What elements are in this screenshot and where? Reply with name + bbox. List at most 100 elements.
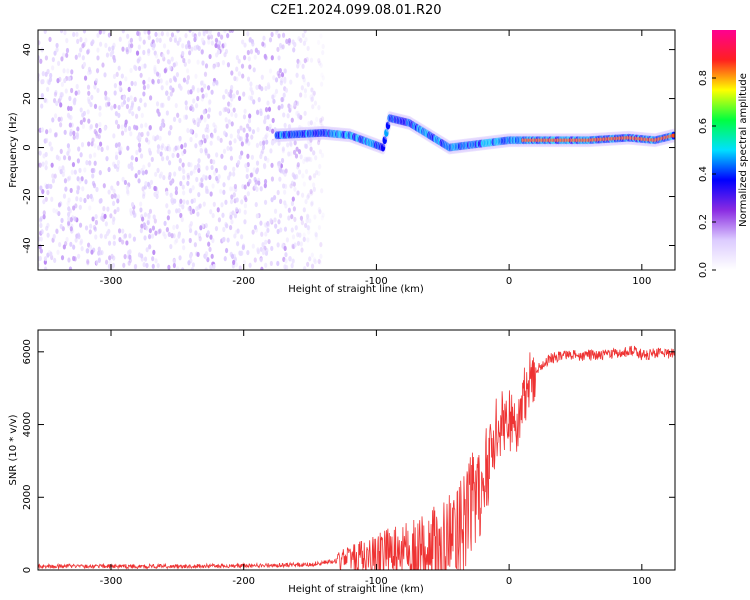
spectrogram-noise-cell — [96, 47, 100, 53]
spectrogram-noise-cell — [241, 73, 245, 79]
spectrogram-noise-cell — [116, 194, 121, 200]
spectrogram-noise-cell — [127, 125, 132, 132]
spectrogram-noise-cell — [311, 92, 315, 98]
spectrogram-noise-cell — [261, 140, 266, 146]
spectrogram-noise-cell — [165, 110, 169, 116]
spectrogram-noise-cell — [129, 37, 134, 43]
spectrogram-noise-cell — [41, 78, 45, 85]
spectrogram-noise-cell — [145, 225, 149, 231]
spectrogram-noise-cell — [97, 134, 101, 140]
spectrogram-noise-cell — [59, 223, 63, 230]
spectrogram-noise-cell — [55, 209, 59, 215]
colorbar-tick-label: 0.6 — [698, 118, 709, 134]
spectrogram-noise-cell — [296, 240, 301, 247]
spectrogram-noise-cell — [276, 189, 280, 196]
x-tick-label: -300 — [100, 276, 123, 287]
spectrogram-noise-cell — [38, 236, 41, 242]
spectrogram-noise-cell — [67, 257, 71, 263]
spectrogram-noise-cell — [142, 79, 146, 85]
spectrogram-noise-cell — [41, 161, 45, 167]
spectrogram-noise-cell — [281, 146, 285, 152]
spectrogram-noise-cell — [277, 140, 281, 146]
spectrogram-noise-cell — [237, 58, 241, 64]
spectrogram-noise-cell — [122, 95, 126, 101]
spectrogram-noise-cell — [303, 88, 308, 94]
spectrogram-noise-cell — [182, 199, 186, 205]
spectrogram-noise-cell — [195, 205, 199, 212]
spectrogram-noise-cell — [167, 160, 172, 166]
spectrogram-noise-cell — [207, 31, 212, 37]
spectrogram-signal-peak — [671, 133, 675, 138]
spectrogram-noise-cell — [160, 85, 164, 91]
spectrogram-noise-cell — [228, 171, 232, 177]
spectrogram-noise-cell — [304, 37, 308, 43]
spectrogram-noise-cell — [46, 232, 50, 238]
spectrogram-noise-cell — [288, 107, 292, 113]
spectrogram-noise-cell — [300, 85, 304, 91]
spectrogram-noise-cell — [223, 52, 227, 58]
spectrogram-noise-cell — [174, 145, 178, 151]
spectrogram-noise-cell — [81, 55, 85, 61]
spectrogram-noise-cell — [251, 41, 255, 47]
spectrogram-noise-cell — [191, 185, 195, 191]
spectrogram-noise-cell — [288, 256, 292, 262]
spectrogram-noise-cell — [120, 130, 125, 136]
spectrogram-noise-cell — [243, 42, 247, 48]
spectrogram-noise-cell — [319, 241, 323, 248]
spectrogram-noise-cell — [158, 37, 162, 44]
spectrogram-noise-cell — [60, 255, 65, 261]
spectrogram-noise-cell — [240, 199, 244, 205]
spectrogram-noise-cell — [217, 44, 221, 50]
spectrogram-noise-cell — [133, 212, 137, 218]
spectrogram-noise-cell — [112, 73, 117, 80]
spectrogram-noise-cell — [182, 57, 186, 64]
spectrogram-noise-cell — [193, 119, 197, 125]
spectrogram-noise-cell — [299, 241, 303, 247]
spectrogram-noise-cell — [168, 130, 172, 136]
spectrogram-noise-cell — [314, 155, 318, 161]
spectrogram-noise-cell — [169, 91, 173, 97]
spectrogram-noise-cell — [161, 53, 165, 59]
spectrogram-noise-cell — [215, 152, 219, 158]
spectrogram-noise-cell — [238, 154, 242, 160]
spectrogram-noise-cell — [87, 90, 91, 96]
spectrogram-noise-cell — [153, 191, 157, 197]
spectrogram-noise-cell — [39, 215, 43, 222]
spectrogram-noise-cell — [110, 253, 114, 260]
spectrogram-noise-cell — [140, 168, 144, 174]
x-tick-label: 100 — [632, 276, 651, 287]
spectrogram-noise-cell — [314, 259, 318, 265]
spectrogram-noise-cell — [202, 174, 206, 180]
spectrogram-noise-cell — [184, 114, 188, 120]
spectrogram-noise-cell — [248, 64, 252, 70]
spectrogram-noise-cell — [299, 154, 303, 160]
spectrogram-noise-cell — [100, 146, 104, 152]
spectrogram-noise-cell — [241, 243, 246, 249]
spectrogram-noise-cell — [43, 256, 48, 262]
spectrogram-noise-cell — [226, 145, 230, 151]
spectrogram-noise-cell — [137, 44, 141, 50]
spectrogram-noise-cell — [144, 122, 148, 128]
spectrogram-noise-cell — [120, 124, 124, 130]
spectrogram-noise-cell — [78, 204, 82, 210]
spectrogram-noise-cell — [204, 222, 208, 229]
spectrogram-noise-cell — [204, 251, 209, 257]
spectrogram-noise-cell — [67, 197, 71, 203]
spectrogram-noise-cell — [201, 93, 205, 99]
spectrogram-noise-cell — [126, 189, 130, 195]
spectrogram-noise-cell — [81, 123, 85, 129]
spectrogram-noise-cell — [124, 76, 128, 82]
spectrogram-noise-cell — [317, 258, 321, 265]
spectrogram-noise-cell — [69, 241, 73, 247]
spectrogram-noise-cell — [139, 72, 143, 78]
y-tick-label: 20 — [22, 92, 33, 105]
spectrogram-noise-cell — [53, 113, 58, 119]
spectrogram-noise-cell — [212, 81, 216, 87]
spectrogram-noise-cell — [41, 188, 45, 195]
y-tick-label: 6000 — [22, 339, 33, 364]
spectrogram-noise-cell — [211, 183, 215, 189]
spectrogram-noise-cell — [293, 216, 297, 222]
spectrogram-noise-cell — [137, 65, 142, 72]
spectrogram-noise-cell — [191, 31, 195, 37]
spectrogram-noise-cell — [89, 193, 93, 199]
